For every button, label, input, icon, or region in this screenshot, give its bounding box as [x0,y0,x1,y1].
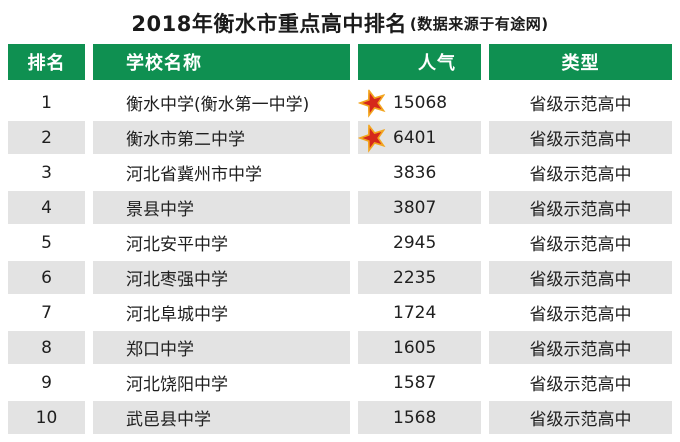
rank-cell: 9 [8,366,85,399]
school-cell: 河北枣强中学 [93,261,350,294]
rank-cell: 2 [8,121,85,154]
type-cell: 省级示范高中 [489,156,672,189]
rank-cell: 1 [8,86,85,119]
school-cell: 衡水中学(衡水第一中学) [93,86,350,119]
school-cell: 河北饶阳中学 [93,366,350,399]
popularity-cell: 1568 [358,401,481,434]
star-icon [357,122,386,153]
type-cell: 省级示范高中 [489,226,672,259]
table-row: 5 河北安平中学 2945 省级示范高中 [8,226,672,259]
table-row: 10 武邑县中学 1568 省级示范高中 [8,401,672,434]
table-row: 3 河北省冀州市中学 3836 省级示范高中 [8,156,672,189]
type-cell: 省级示范高中 [489,261,672,294]
popularity-cell: 3807 [358,191,481,224]
type-cell: 省级示范高中 [489,296,672,329]
popularity-cell: 1724 [358,296,481,329]
popularity-value: 1724 [393,302,437,323]
header-popularity: 人气 [358,44,481,80]
popularity-cell: 1605 [358,331,481,364]
school-cell: 河北阜城中学 [93,296,350,329]
table-row: 1 衡水中学(衡水第一中学) 15068 省级示范高中 [8,86,672,119]
rank-cell: 7 [8,296,85,329]
table-header-row: 排名 学校名称 人气 类型 [8,44,672,80]
table-row: 7 河北阜城中学 1724 省级示范高中 [8,296,672,329]
type-cell: 省级示范高中 [489,366,672,399]
school-cell: 河北安平中学 [93,226,350,259]
type-cell: 省级示范高中 [489,331,672,364]
table-row: 6 河北枣强中学 2235 省级示范高中 [8,261,672,294]
popularity-cell: 1587 [358,366,481,399]
title-source-note: (数据来源于有途网) [409,14,549,33]
header-type: 类型 [489,44,672,80]
popularity-cell: 15068 [357,86,481,119]
type-cell: 省级示范高中 [489,86,672,119]
popularity-value: 2235 [393,267,437,288]
popularity-value: 3807 [393,197,437,218]
table-row: 4 景县中学 3807 省级示范高中 [8,191,672,224]
school-cell: 衡水市第二中学 [93,121,350,154]
rank-cell: 3 [8,156,85,189]
star-icon [357,87,386,118]
popularity-value: 2945 [393,232,437,253]
rank-cell: 5 [8,226,85,259]
table-row: 8 郑口中学 1605 省级示范高中 [8,331,672,364]
popularity-cell: 2945 [358,226,481,259]
popularity-value: 6401 [393,127,437,148]
table-row: 2 衡水市第二中学 6401 省级示范高中 [8,121,672,154]
popularity-value: 1605 [393,337,437,358]
popularity-cell: 3836 [358,156,481,189]
ranking-table: 排名 学校名称 人气 类型 1 衡水中学(衡水第一中学) 15068 省级示范高… [8,44,672,434]
table-row: 9 河北饶阳中学 1587 省级示范高中 [8,366,672,399]
page-title: 2018年衡水市重点高中排名 (数据来源于有途网) [0,0,680,44]
table-body: 1 衡水中学(衡水第一中学) 15068 省级示范高中 2 衡水市第二中学 64… [8,86,672,434]
popularity-value: 3836 [393,162,437,183]
type-cell: 省级示范高中 [489,401,672,434]
rank-cell: 4 [8,191,85,224]
title-main: 2018年衡水市重点高中排名 [131,12,407,36]
popularity-cell: 6401 [357,121,481,154]
school-cell: 郑口中学 [93,331,350,364]
school-cell: 景县中学 [93,191,350,224]
type-cell: 省级示范高中 [489,191,672,224]
rank-cell: 10 [8,401,85,434]
popularity-cell: 2235 [358,261,481,294]
rank-cell: 8 [8,331,85,364]
header-rank: 排名 [8,44,85,80]
rank-cell: 6 [8,261,85,294]
popularity-value: 1587 [393,372,437,393]
popularity-value: 15068 [393,92,448,113]
school-cell: 河北省冀州市中学 [93,156,350,189]
popularity-value: 1568 [393,407,437,428]
type-cell: 省级示范高中 [489,121,672,154]
header-school: 学校名称 [93,44,350,80]
school-cell: 武邑县中学 [93,401,350,434]
